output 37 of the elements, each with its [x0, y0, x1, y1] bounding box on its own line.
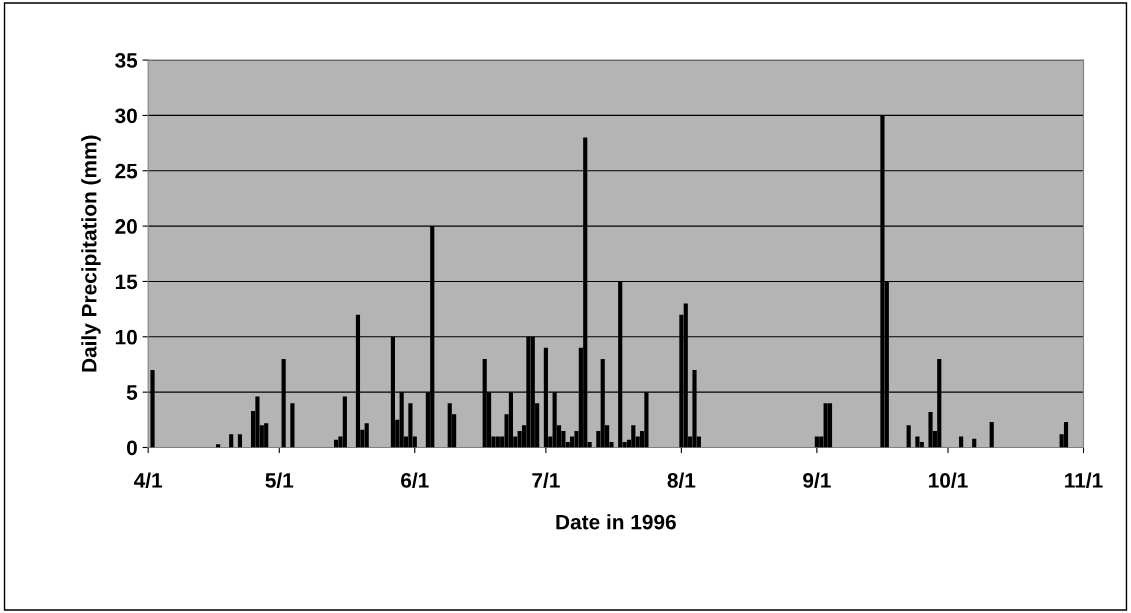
x-tick-label: 5/1	[265, 472, 294, 488]
bar	[447, 403, 452, 448]
bar	[959, 436, 964, 448]
bar	[823, 403, 828, 448]
bar	[631, 425, 636, 448]
y-tick-label: 30	[115, 108, 137, 124]
bar	[255, 396, 260, 448]
bar	[408, 403, 413, 448]
y-tick-label: 25	[115, 163, 138, 179]
y-tick-label: 0	[126, 440, 137, 456]
y-tick-label: 5	[126, 385, 138, 400]
y-axis-title: Daily Precipitation (mm)	[81, 135, 101, 372]
x-axis-title: Date in 1996	[556, 514, 676, 530]
bar	[264, 423, 269, 448]
bar	[827, 403, 833, 448]
bar	[290, 403, 295, 448]
bar	[237, 434, 243, 448]
y-tick-label: 20	[115, 219, 137, 234]
x-tick-label: 10/1	[929, 472, 968, 488]
y-tick-label: 15	[115, 274, 138, 290]
bar	[229, 434, 234, 448]
y-tick-label: 35	[115, 53, 138, 68]
x-tick-label: 6/1	[401, 472, 429, 488]
bar	[906, 425, 911, 448]
bar	[928, 412, 933, 448]
x-tick-label: 8/1	[667, 472, 696, 488]
y-tick-label: 10	[115, 329, 137, 345]
bar	[364, 423, 369, 448]
x-tick-label: 9/1	[803, 472, 831, 488]
x-tick-label: 11/1	[1065, 472, 1103, 488]
bar	[1063, 422, 1069, 448]
bar	[989, 422, 994, 448]
bar	[495, 436, 500, 448]
x-tick-label: 7/1	[532, 472, 560, 488]
x-tick-label: 4/1	[134, 472, 163, 488]
bar	[342, 396, 347, 448]
bar	[915, 436, 920, 448]
